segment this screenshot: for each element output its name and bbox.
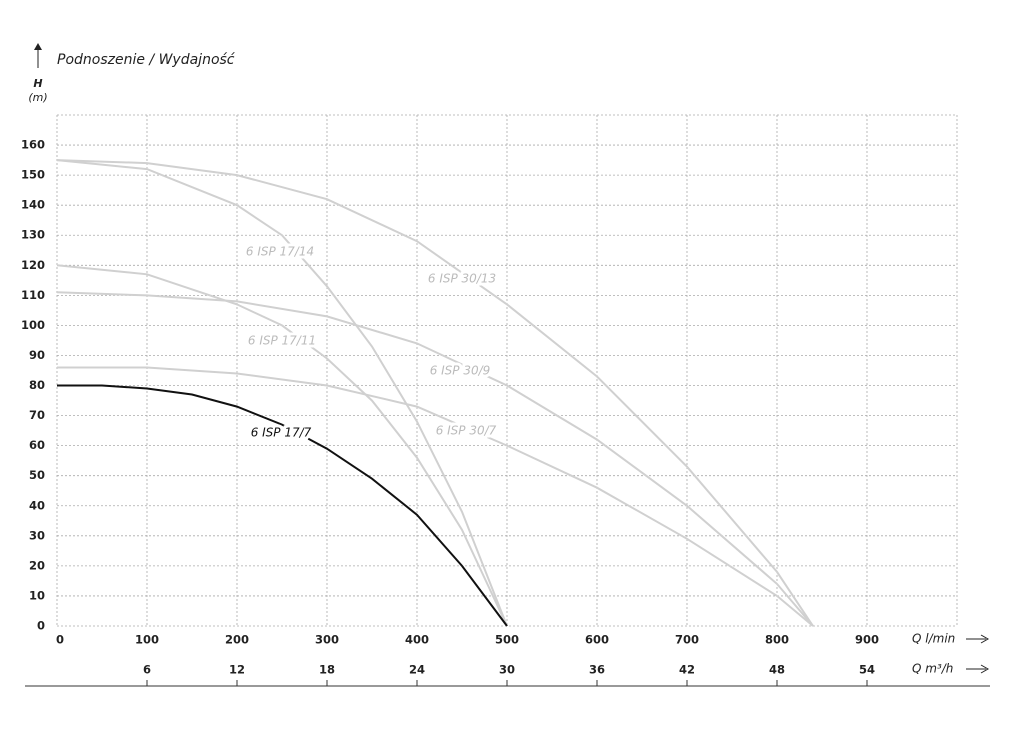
y-tick-label: 100 [21, 318, 45, 332]
y-tick-label: 150 [21, 168, 45, 182]
y-tick-label: 30 [29, 528, 45, 542]
x2-tick-label: 24 [409, 663, 425, 677]
series-label: 6 ISP 30/13 [428, 272, 496, 286]
x2-tick-label: 30 [499, 663, 515, 677]
x-tick-label: 400 [405, 633, 429, 647]
y-tick-label: 160 [21, 138, 45, 152]
y-tick-label: 50 [29, 468, 45, 482]
axis-arrow [966, 634, 990, 644]
x2-tick-label: 54 [859, 663, 875, 677]
curve [57, 366, 814, 627]
series-label: 6 ISP 30/9 [430, 364, 491, 378]
series-label: 6 ISP 17/11 [248, 334, 316, 348]
y-tick-label: 90 [29, 348, 45, 362]
y-tick-label: 130 [21, 228, 45, 242]
x2-label: Q m³/h [912, 662, 953, 676]
y-tick-label: 40 [29, 498, 45, 512]
x-tick-label: 300 [315, 633, 339, 647]
x-tick-label: 800 [765, 633, 789, 647]
curve [56, 264, 508, 627]
chart-title: Podnoszenie / Wydajność [57, 52, 236, 68]
x-tick-label: 100 [135, 633, 159, 647]
x2-tick-label: 42 [679, 663, 695, 677]
y-tick-label: 120 [21, 258, 45, 272]
y-tick-label: 20 [29, 558, 45, 572]
series-label: 6 ISP 30/7 [436, 424, 497, 438]
y-tick-label: 80 [29, 378, 45, 392]
x2-tick-label: 36 [589, 663, 605, 677]
y-tick-label: 110 [21, 288, 45, 302]
y-unit: (m) [28, 91, 47, 104]
x2-tick-label: 12 [229, 663, 245, 677]
y-tick-label: 10 [29, 588, 45, 602]
y-tick-label: 0 [37, 619, 45, 633]
axis-arrow [966, 664, 990, 674]
curve [56, 159, 814, 627]
y-tick-label: 70 [29, 408, 45, 422]
x-tick-label: 700 [675, 633, 699, 647]
x2-tick-label: 18 [319, 663, 335, 677]
axis-arrow-head [34, 43, 42, 50]
curve [56, 159, 508, 627]
y-label: H [33, 77, 42, 90]
x2-tick-label: 6 [143, 663, 151, 677]
x-tick-label: 500 [495, 633, 519, 647]
x-tick-label: 900 [855, 633, 879, 647]
series-label: 6 ISP 17/14 [246, 245, 314, 259]
y-tick-label: 140 [21, 198, 45, 212]
x-tick-label: 600 [585, 633, 609, 647]
series-label: 6 ISP 17/7 [251, 426, 312, 440]
curve [56, 291, 814, 627]
x-label: Q l/min [912, 632, 955, 646]
y-tick-label: 60 [29, 438, 45, 452]
x-tick-label: 0 [56, 633, 64, 647]
x-tick-label: 200 [225, 633, 249, 647]
curve [57, 384, 508, 627]
x2-tick-label: 48 [769, 663, 785, 677]
